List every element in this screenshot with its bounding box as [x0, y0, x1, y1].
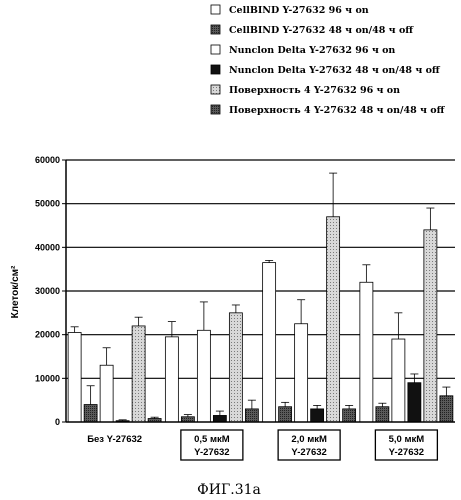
bar: [326, 216, 341, 423]
x-category-label: 2,0 мкМ: [291, 434, 327, 445]
x-category-label: Y-27632: [291, 447, 326, 458]
category-box: [180, 429, 244, 461]
error-bars: [70, 172, 451, 421]
bar: [196, 329, 211, 423]
category-box: [277, 429, 341, 461]
legend-swatch: [210, 44, 221, 55]
bar: [342, 408, 357, 423]
bar: [262, 262, 277, 423]
bars: [67, 216, 454, 423]
y-tick-label: 40000: [35, 242, 60, 252]
legend-label: Nunclon Delta Y-27632 96 ч on: [229, 45, 395, 56]
bar: [99, 364, 114, 423]
legend-label: CellBIND Y-27632 96 ч on: [229, 5, 369, 16]
x-axis-categories: Без Y-27632 0,5 мкМ Y-27632 2,0 мкМ Y-27632 5…: [87, 429, 439, 461]
figure-caption: ФИГ.31а: [197, 482, 261, 498]
legend-label: CellBIND Y-27632 48 ч on/48 ч off: [229, 25, 414, 36]
chart-legend: CellBIND Y-27632 96 ч on CellBIND Y-27632…: [210, 4, 446, 116]
legend-label: Поверхность 4 Y-27632 96 ч on: [229, 85, 400, 96]
bar: [83, 404, 98, 423]
y-tick-label: 0: [55, 417, 60, 427]
bar: [423, 229, 438, 423]
bar: [244, 408, 259, 423]
x-category-label: 0,5 мкМ: [194, 434, 230, 445]
legend-swatch: [210, 24, 221, 35]
bar: [278, 406, 293, 423]
category-box: [374, 429, 439, 461]
y-tick-label: 60000: [35, 155, 60, 165]
legend-swatch: [210, 4, 221, 15]
bar: [164, 336, 179, 423]
bar: [375, 406, 390, 423]
x-category-label: Без Y-27632: [87, 434, 142, 445]
y-axis-label: Клеток/см²: [10, 265, 21, 318]
x-category-label: Y-27632: [389, 447, 424, 458]
plot-area: 0 10000 20000 30000 40000 50000 60000 Без Y-27…: [35, 155, 455, 461]
y-tick-label: 30000: [35, 286, 60, 296]
y-tick-label: 10000: [35, 373, 60, 383]
bar: [294, 323, 309, 423]
legend-label: Nunclon Delta Y-27632 48 ч on/48 ч off: [229, 65, 441, 76]
bar: [310, 408, 325, 423]
bar: [391, 338, 406, 423]
y-axis-ticks: 0 10000 20000 30000 40000 50000 60000: [35, 155, 66, 427]
x-category-label: 5,0 мкМ: [389, 434, 425, 445]
bar: [439, 395, 454, 423]
bar: [407, 382, 422, 423]
legend-swatch: [210, 64, 221, 75]
bar: [212, 415, 227, 423]
bar: [131, 325, 146, 423]
bar: [67, 332, 82, 423]
x-category-label: Y-27632: [194, 447, 229, 458]
legend-swatch: [210, 104, 221, 115]
bar: [228, 312, 243, 423]
y-tick-label: 20000: [35, 330, 60, 340]
bar: [359, 281, 374, 423]
legend-label: Поверхность 4 Y-27632 48 ч on/48 ч off: [229, 105, 446, 116]
y-tick-label: 50000: [35, 199, 60, 209]
legend-swatch: [210, 84, 221, 95]
bar: [180, 416, 195, 423]
gridlines: [66, 159, 455, 379]
